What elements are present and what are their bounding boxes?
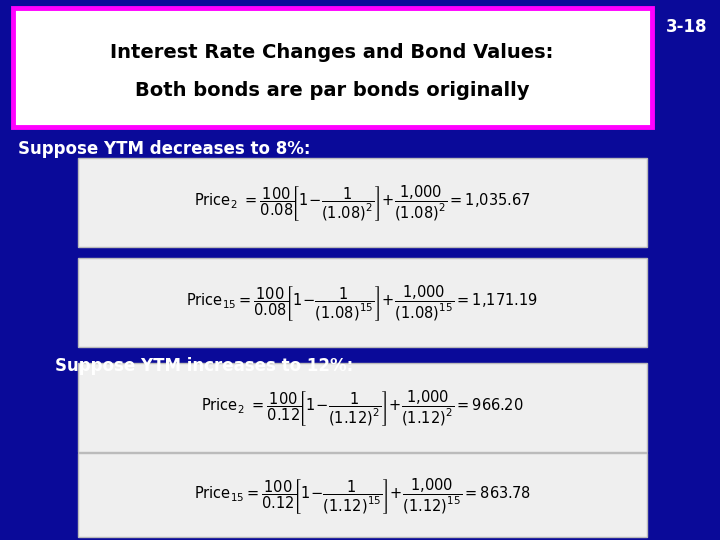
Text: $\mathrm{Price}_2\ =\dfrac{100}{0.08}\!\left[1\!-\!\dfrac{1}{(1.08)^2}\right]\!+: $\mathrm{Price}_2\ =\dfrac{100}{0.08}\!\… — [194, 183, 531, 223]
FancyBboxPatch shape — [78, 363, 647, 452]
Text: $\mathrm{Price}_2\ =\dfrac{100}{0.12}\!\left[1\!-\!\dfrac{1}{(1.12)^2}\right]\!+: $\mathrm{Price}_2\ =\dfrac{100}{0.12}\!\… — [201, 388, 523, 428]
FancyBboxPatch shape — [78, 258, 647, 347]
Text: 3-18: 3-18 — [665, 18, 707, 36]
Text: Suppose YTM increases to 12%:: Suppose YTM increases to 12%: — [55, 357, 354, 375]
FancyBboxPatch shape — [78, 453, 647, 537]
FancyBboxPatch shape — [13, 8, 652, 127]
Text: $\mathrm{Price}_{15}=\dfrac{100}{0.12}\!\left[1\!-\!\dfrac{1}{(1.12)^{15}}\right: $\mathrm{Price}_{15}=\dfrac{100}{0.12}\!… — [194, 476, 531, 516]
FancyBboxPatch shape — [78, 158, 647, 247]
Text: $\mathrm{Price}_{15}=\dfrac{100}{0.08}\!\left[1\!-\!\dfrac{1}{(1.08)^{15}}\right: $\mathrm{Price}_{15}=\dfrac{100}{0.08}\!… — [186, 283, 538, 323]
Text: Suppose YTM decreases to 8%:: Suppose YTM decreases to 8%: — [18, 140, 310, 158]
Text: Both bonds are par bonds originally: Both bonds are par bonds originally — [135, 80, 529, 99]
Text: Interest Rate Changes and Bond Values:: Interest Rate Changes and Bond Values: — [110, 44, 554, 63]
